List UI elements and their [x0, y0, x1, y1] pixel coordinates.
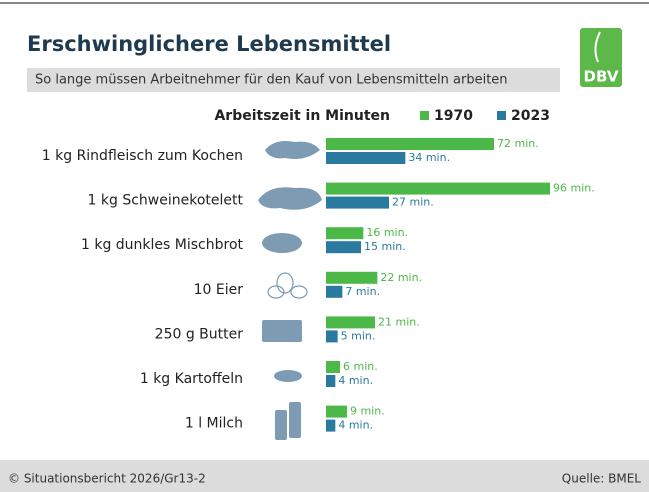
- logo-text: DBV: [584, 68, 619, 86]
- value-label: 4 min.: [338, 374, 373, 387]
- footer-right: Quelle: BMEL: [562, 472, 642, 486]
- subtitle-box: [27, 68, 560, 92]
- bar: [326, 316, 375, 329]
- bar: [326, 182, 550, 195]
- bar: [326, 361, 340, 373]
- value-label: 4 min.: [338, 419, 373, 432]
- value-label: 72 min.: [497, 137, 539, 150]
- axis-label: Arbeitszeit in Minuten: [214, 108, 390, 124]
- category-label: 250 g Butter: [155, 326, 244, 342]
- category-label: 1 kg Schweinekotelett: [88, 193, 244, 209]
- category-label: 1 kg Kartoffeln: [140, 371, 243, 387]
- value-label: 16 min.: [366, 226, 408, 239]
- bar: [326, 405, 347, 418]
- category-label: 1 kg dunkles Mischbrot: [81, 237, 244, 253]
- bar: [326, 227, 364, 240]
- bar: [326, 330, 338, 343]
- icon-potato: [274, 370, 302, 382]
- legend-label: 1970: [434, 108, 473, 124]
- value-label: 21 min.: [378, 315, 420, 328]
- icon-pork: [258, 187, 322, 210]
- bar: [326, 196, 389, 209]
- bar: [326, 419, 336, 432]
- bar: [326, 152, 406, 164]
- category-label: 1 kg Rindfleisch zum Kochen: [42, 148, 243, 164]
- bar: [326, 375, 336, 387]
- icon-beef: [265, 141, 320, 159]
- legend-swatch: [420, 111, 429, 120]
- icon-bread: [262, 233, 302, 253]
- footer-band: [0, 460, 649, 492]
- value-label: 7 min.: [345, 285, 380, 298]
- bar: [326, 241, 361, 254]
- bar: [326, 271, 378, 284]
- category-label: 1 l Milch: [185, 416, 243, 432]
- value-label: 22 min.: [380, 271, 422, 284]
- chart-title: Erschwinglichere Lebensmittel: [27, 32, 391, 56]
- value-label: 27 min.: [392, 196, 434, 209]
- chart-subtitle: So lange müssen Arbeitnehmer für den Kau…: [35, 73, 508, 88]
- logo-mark: [594, 31, 601, 63]
- bar: [326, 285, 343, 298]
- legend-swatch: [497, 111, 506, 120]
- category-label: 10 Eier: [194, 282, 244, 298]
- value-label: 15 min.: [364, 240, 406, 253]
- value-label: 9 min.: [350, 405, 385, 418]
- legend-label: 2023: [511, 108, 550, 124]
- value-label: 5 min.: [341, 329, 376, 342]
- icons: [258, 141, 322, 440]
- logo: [580, 28, 622, 87]
- bar: [326, 138, 494, 150]
- icon-milk: [275, 410, 287, 440]
- value-label: 34 min.: [408, 151, 450, 164]
- value-label: 6 min.: [343, 360, 378, 373]
- value-label: 96 min.: [553, 182, 595, 195]
- icon-butter: [262, 320, 302, 342]
- footer-left: © Situationsbericht 2026/Gr13-2: [8, 472, 206, 486]
